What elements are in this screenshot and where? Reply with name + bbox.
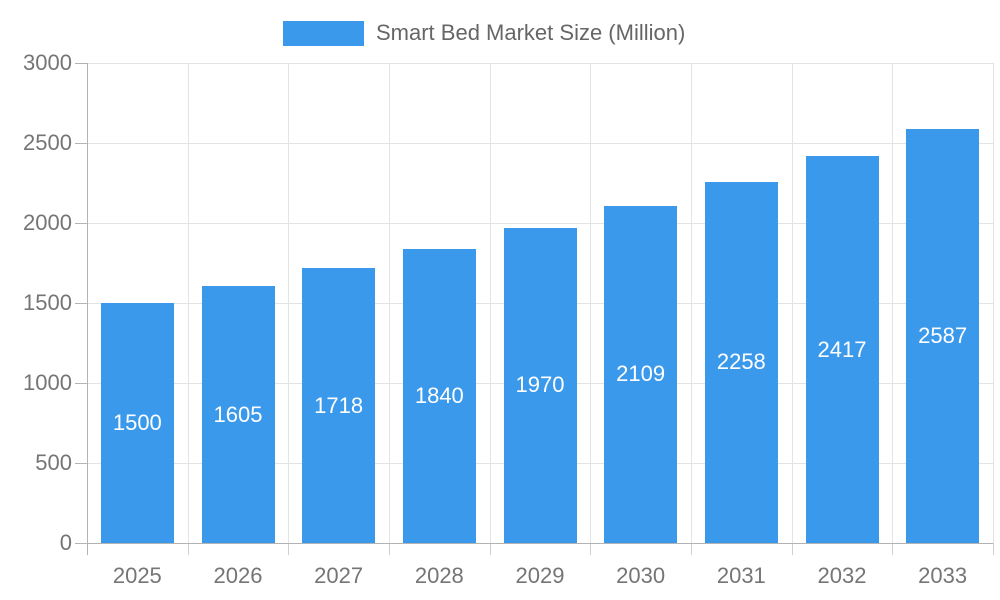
y-axis-tick-label: 2000 xyxy=(23,210,72,235)
x-axis-tick-label: 2027 xyxy=(314,563,364,588)
y-axis-tick-mark xyxy=(75,543,87,544)
x-axis-tick-label: 2030 xyxy=(616,563,666,588)
bar-value-label: 2587 xyxy=(918,323,968,349)
y-axis-tick-mark xyxy=(75,463,87,464)
gridline-vertical xyxy=(892,63,894,543)
y-axis-tick-label: 500 xyxy=(35,450,72,475)
bar: 2109 xyxy=(604,205,678,543)
bar-value-label: 1840 xyxy=(414,382,464,408)
x-axis-tick-mark xyxy=(791,543,793,555)
gridline-horizontal xyxy=(87,63,993,64)
bar: 1840 xyxy=(402,248,476,543)
bar: 2417 xyxy=(805,156,879,543)
x-axis-tick-mark xyxy=(389,543,390,555)
legend-label: Smart Bed Market Size (Million) xyxy=(376,20,686,45)
bar-value-label: 1970 xyxy=(515,372,565,398)
gridline-vertical xyxy=(993,63,994,543)
y-axis-tick-label: 1000 xyxy=(23,370,72,395)
x-axis-tick-mark xyxy=(892,543,894,555)
bar-value-label: 2109 xyxy=(616,361,666,387)
y-axis-tick-mark xyxy=(75,63,87,64)
bar-value-label: 1605 xyxy=(213,401,263,427)
x-axis-tick-label: 2031 xyxy=(716,563,766,588)
x-axis-tick-mark xyxy=(993,543,994,555)
bar: 1605 xyxy=(201,286,275,543)
bar-value-label: 2417 xyxy=(817,336,867,362)
bar-value-label: 1500 xyxy=(112,410,162,435)
y-axis-tick-label: 3000 xyxy=(23,50,72,75)
gridline-vertical xyxy=(288,63,290,543)
x-axis-line xyxy=(87,543,993,544)
y-axis-tick-mark xyxy=(75,383,87,384)
y-axis-tick-mark xyxy=(75,223,87,224)
bar: 2587 xyxy=(906,129,980,543)
x-axis-tick-label: 2028 xyxy=(414,563,464,588)
x-axis-tick-mark xyxy=(288,543,290,555)
bar: 2258 xyxy=(704,181,778,543)
x-axis-tick-label: 2032 xyxy=(817,563,867,588)
gridline-vertical xyxy=(489,63,491,543)
x-axis-tick-mark xyxy=(590,543,592,555)
y-axis-tick-label: 2500 xyxy=(23,130,72,155)
y-axis-tick-label: 1500 xyxy=(23,290,72,315)
x-axis-tick-label: 2025 xyxy=(112,563,162,588)
legend-swatch-icon xyxy=(283,20,364,46)
bar-value-label: 1718 xyxy=(314,392,364,418)
bar-value-label: 2258 xyxy=(716,349,766,375)
gridline-vertical xyxy=(389,63,390,543)
y-axis-tick-mark xyxy=(75,143,87,144)
x-axis-tick-label: 2029 xyxy=(515,563,565,588)
bar: 1970 xyxy=(503,227,577,543)
y-axis-tick-label: 0 xyxy=(59,530,72,555)
gridline-horizontal xyxy=(87,223,993,224)
bar: 1718 xyxy=(302,268,376,543)
gridline-horizontal xyxy=(87,143,993,144)
x-axis-tick-label: 2026 xyxy=(213,563,263,588)
legend-item[interactable]: Smart Bed Market Size (Million) xyxy=(283,17,685,49)
x-axis-tick-label: 2033 xyxy=(918,563,968,588)
y-axis-line xyxy=(87,63,88,555)
gridline-vertical xyxy=(187,63,189,543)
y-axis-tick-mark xyxy=(75,303,87,304)
x-axis-tick-mark xyxy=(489,543,491,555)
bar: 1500 xyxy=(100,303,174,543)
gridline-vertical xyxy=(590,63,592,543)
x-axis-tick-mark xyxy=(187,543,189,555)
x-axis-tick-mark xyxy=(691,543,692,555)
gridline-vertical xyxy=(791,63,793,543)
gridline-vertical xyxy=(691,63,692,543)
